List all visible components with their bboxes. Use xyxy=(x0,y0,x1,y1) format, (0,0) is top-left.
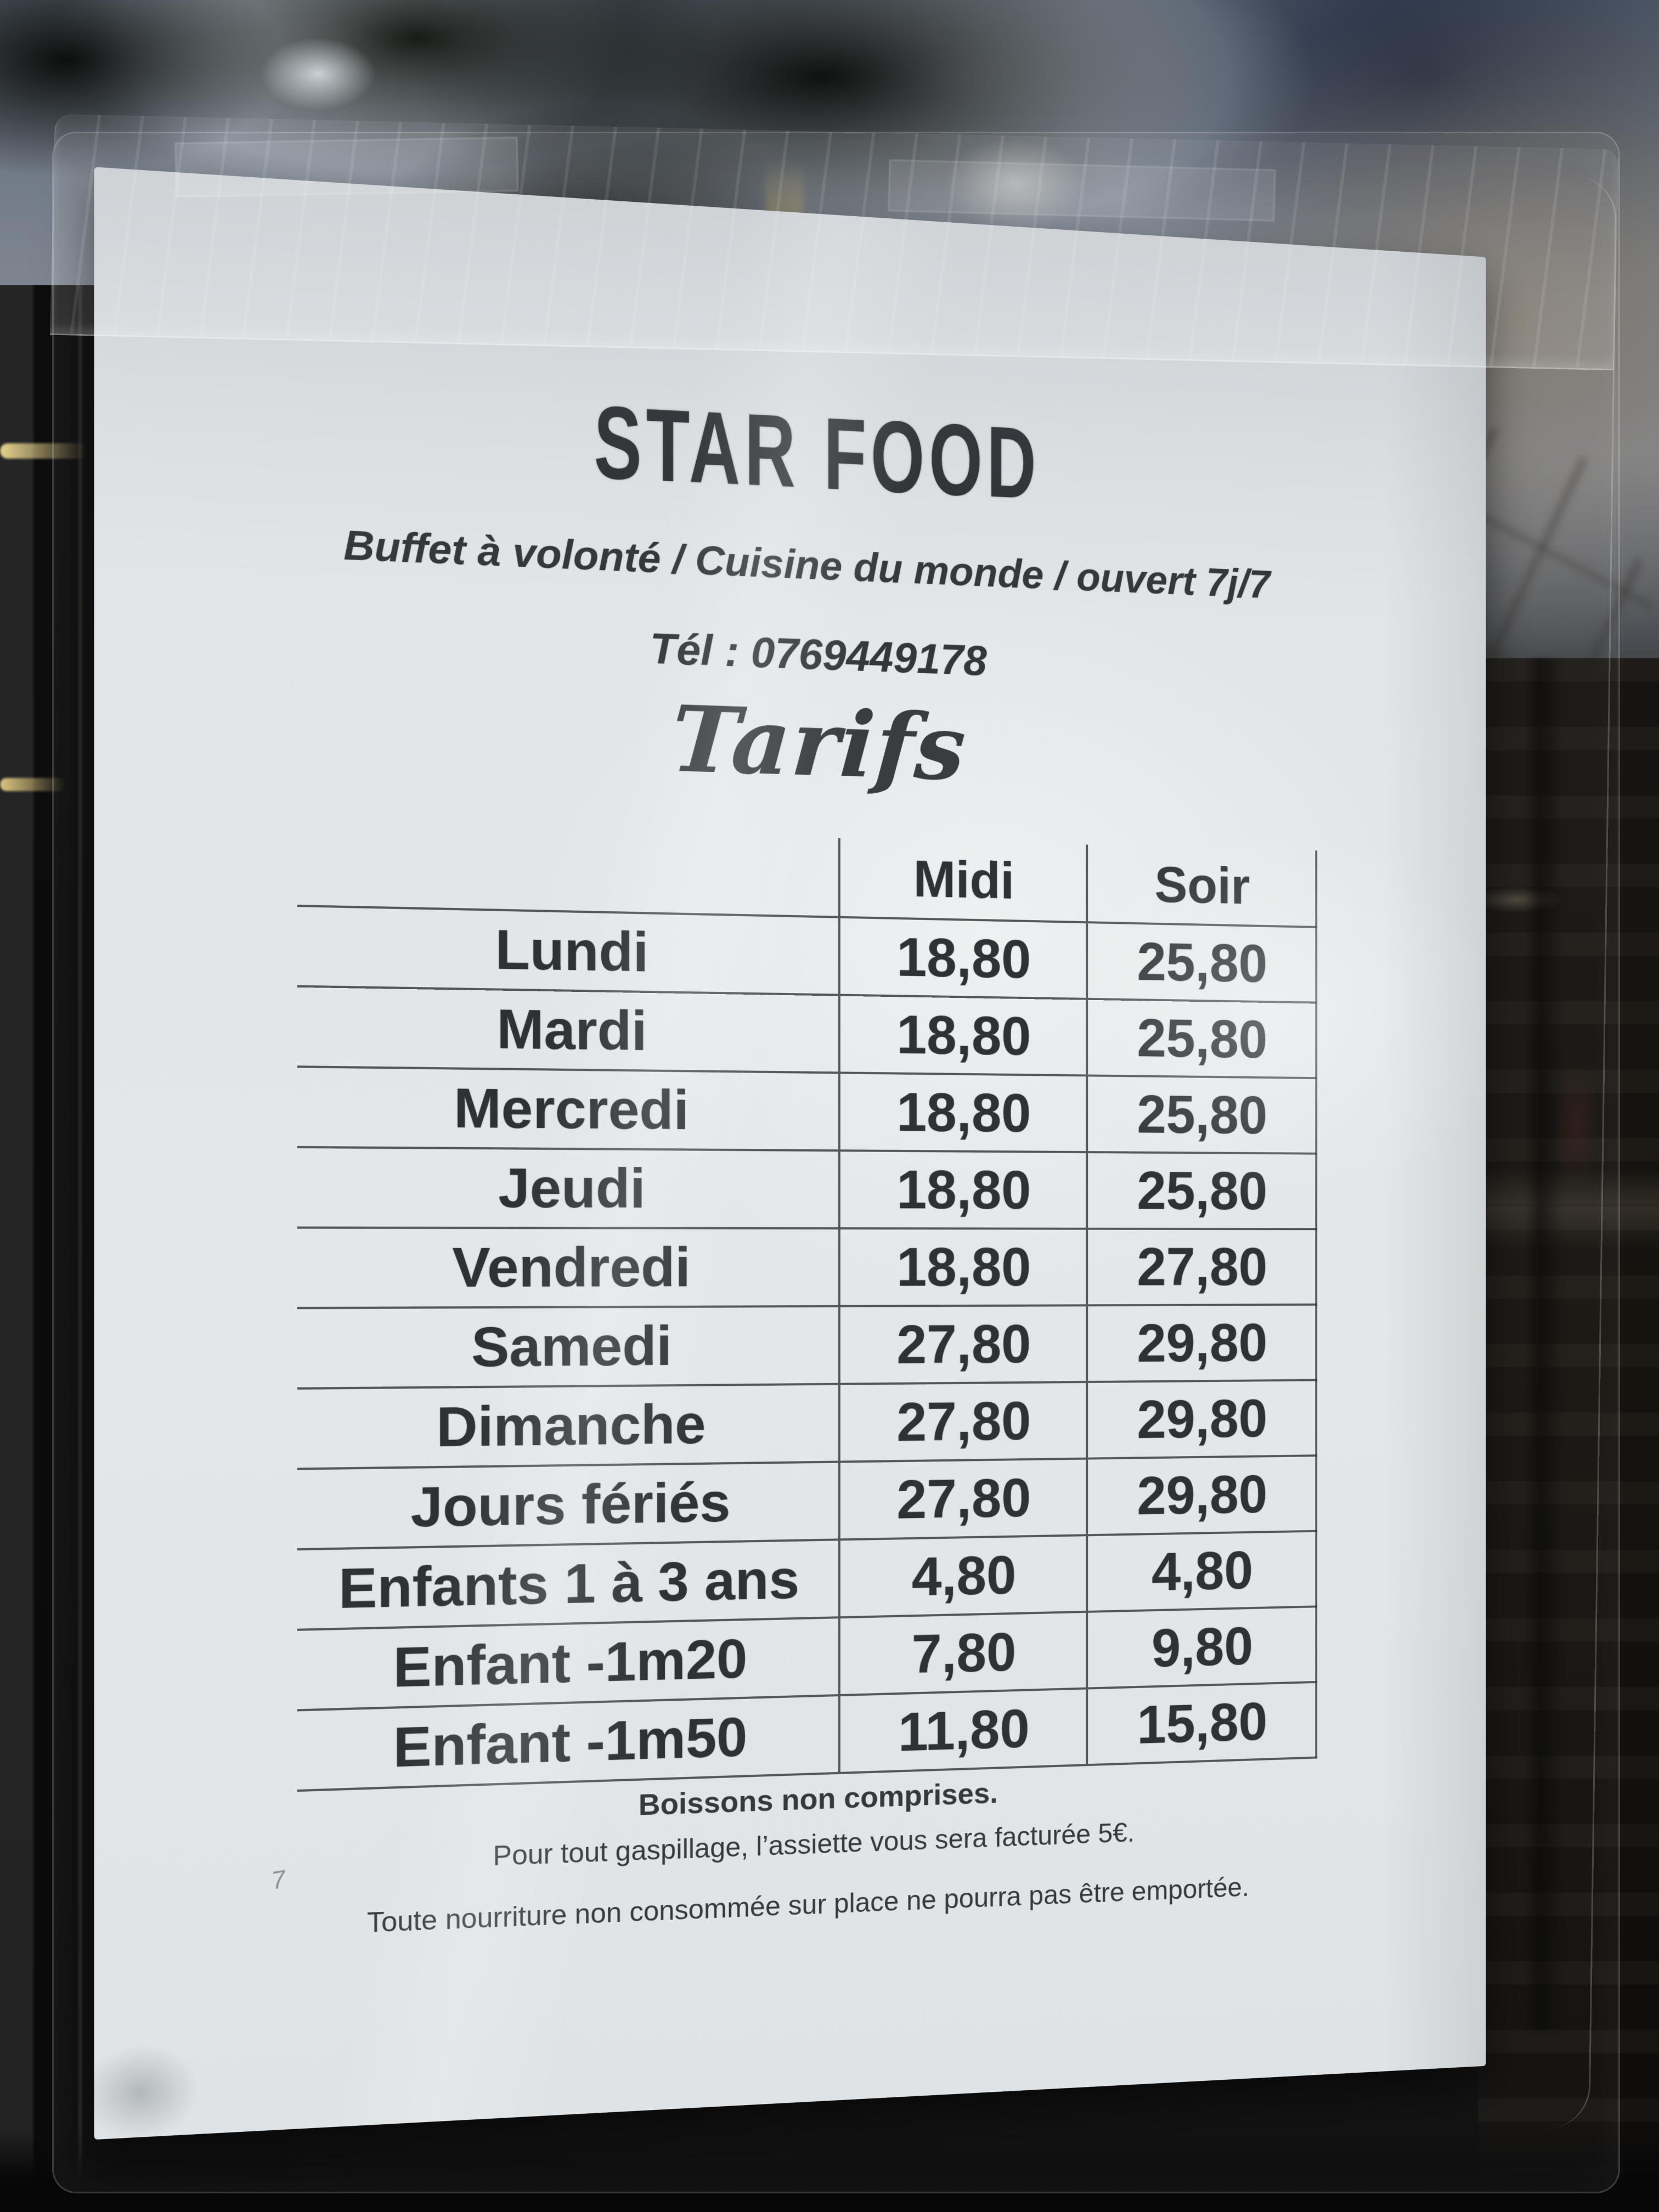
price-midi: 18,80 xyxy=(839,1073,1087,1153)
price-soir: 4,80 xyxy=(1087,1531,1317,1612)
table-row: Vendredi 18,80 27,80 xyxy=(297,1227,1317,1308)
day-label: Jeudi xyxy=(297,1147,839,1229)
price-midi: 11,80 xyxy=(839,1688,1087,1773)
table-row: Dimanche 27,80 29,80 xyxy=(297,1380,1317,1469)
header-spacer xyxy=(297,824,839,917)
price-midi: 27,80 xyxy=(839,1381,1087,1462)
price-soir: 29,80 xyxy=(1087,1455,1317,1536)
price-midi: 7,80 xyxy=(839,1611,1087,1696)
price-midi: 18,80 xyxy=(839,1228,1087,1306)
day-label: Lundi xyxy=(297,906,839,995)
cloud-gap-reflection xyxy=(236,22,400,126)
table-row: Mardi 18,80 25,80 xyxy=(297,986,1317,1079)
price-table: Midi Soir Lundi 18,80 25,80 Mardi 18,80 … xyxy=(297,824,1317,1792)
day-label: Enfant -1m50 xyxy=(297,1695,839,1791)
plastic-sleeve xyxy=(52,132,1620,2193)
price-sign-paper: STAR FOOD Buffet à volonté / Cuisine du … xyxy=(94,167,1486,2140)
restaurant-name: STAR FOOD xyxy=(94,356,1486,521)
price-soir: 29,80 xyxy=(1087,1304,1317,1382)
day-label: Vendredi xyxy=(297,1227,839,1308)
price-midi: 27,80 xyxy=(839,1458,1087,1540)
day-label: Samedi xyxy=(297,1306,839,1389)
price-soir: 25,80 xyxy=(1087,998,1317,1079)
table-row: Samedi 27,80 29,80 xyxy=(297,1304,1317,1389)
light-streak xyxy=(0,778,66,791)
table-row: Jeudi 18,80 25,80 xyxy=(297,1147,1317,1229)
window-bottom-shade xyxy=(0,2130,1659,2212)
price-soir: 25,80 xyxy=(1087,1152,1317,1229)
day-label: Mercredi xyxy=(297,1066,839,1151)
price-soir: 27,80 xyxy=(1087,1228,1317,1306)
tape-strip xyxy=(888,159,1276,222)
price-midi: 18,80 xyxy=(839,1150,1087,1229)
day-label: Enfant -1m20 xyxy=(297,1617,839,1711)
day-label: Jours fériés xyxy=(297,1462,839,1550)
price-midi: 4,80 xyxy=(839,1535,1087,1618)
price-midi: 18,80 xyxy=(839,917,1087,999)
table-row: Mercredi 18,80 25,80 xyxy=(297,1066,1317,1154)
price-soir: 29,80 xyxy=(1087,1380,1317,1459)
day-label: Mardi xyxy=(297,986,839,1073)
restaurant-tagline: Buffet à volonté / Cuisine du monde / ou… xyxy=(343,521,1271,607)
light-streak xyxy=(0,443,88,459)
price-midi: 27,80 xyxy=(839,1305,1087,1384)
day-label: Enfants 1 à 3 ans xyxy=(297,1539,839,1630)
day-label: Dimanche xyxy=(297,1384,839,1469)
column-header-midi: Midi xyxy=(839,838,1087,923)
tape-strip xyxy=(175,137,518,198)
column-header-soir: Soir xyxy=(1087,844,1317,927)
pole-shadow xyxy=(1525,658,1563,2030)
restaurant-name-text: STAR FOOD xyxy=(594,384,1041,521)
price-soir: 25,80 xyxy=(1087,922,1317,1003)
price-soir: 15,80 xyxy=(1087,1681,1317,1765)
price-soir: 25,80 xyxy=(1087,1075,1317,1154)
window-right-strip xyxy=(1478,658,1659,2212)
price-soir: 9,80 xyxy=(1087,1606,1317,1689)
price-midi: 18,80 xyxy=(839,995,1087,1076)
